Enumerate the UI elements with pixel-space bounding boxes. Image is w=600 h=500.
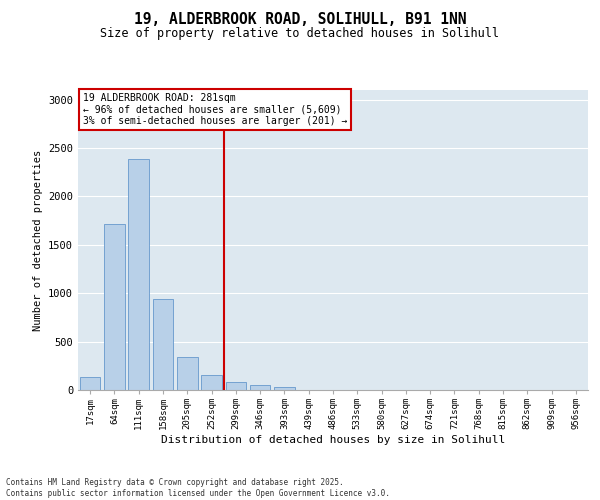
Bar: [128, 158, 149, 390]
Text: Contains HM Land Registry data © Crown copyright and database right 2025.
Contai: Contains HM Land Registry data © Crown c…: [6, 478, 390, 498]
Bar: [104, 224, 125, 390]
Text: 19 ALDERBROOK ROAD: 281sqm
← 96% of detached houses are smaller (5,609)
3% of se: 19 ALDERBROOK ROAD: 281sqm ← 96% of deta…: [83, 93, 347, 126]
Bar: [152, 299, 173, 390]
Y-axis label: Number of detached properties: Number of detached properties: [32, 150, 43, 330]
Bar: [80, 378, 100, 390]
Text: Size of property relative to detached houses in Solihull: Size of property relative to detached ho…: [101, 28, 499, 40]
Text: 19, ALDERBROOK ROAD, SOLIHULL, B91 1NN: 19, ALDERBROOK ROAD, SOLIHULL, B91 1NN: [134, 12, 466, 28]
Bar: [250, 385, 271, 390]
Bar: [201, 374, 222, 390]
Bar: [177, 357, 197, 390]
X-axis label: Distribution of detached houses by size in Solihull: Distribution of detached houses by size …: [161, 434, 505, 445]
Bar: [226, 382, 246, 390]
Bar: [274, 386, 295, 390]
